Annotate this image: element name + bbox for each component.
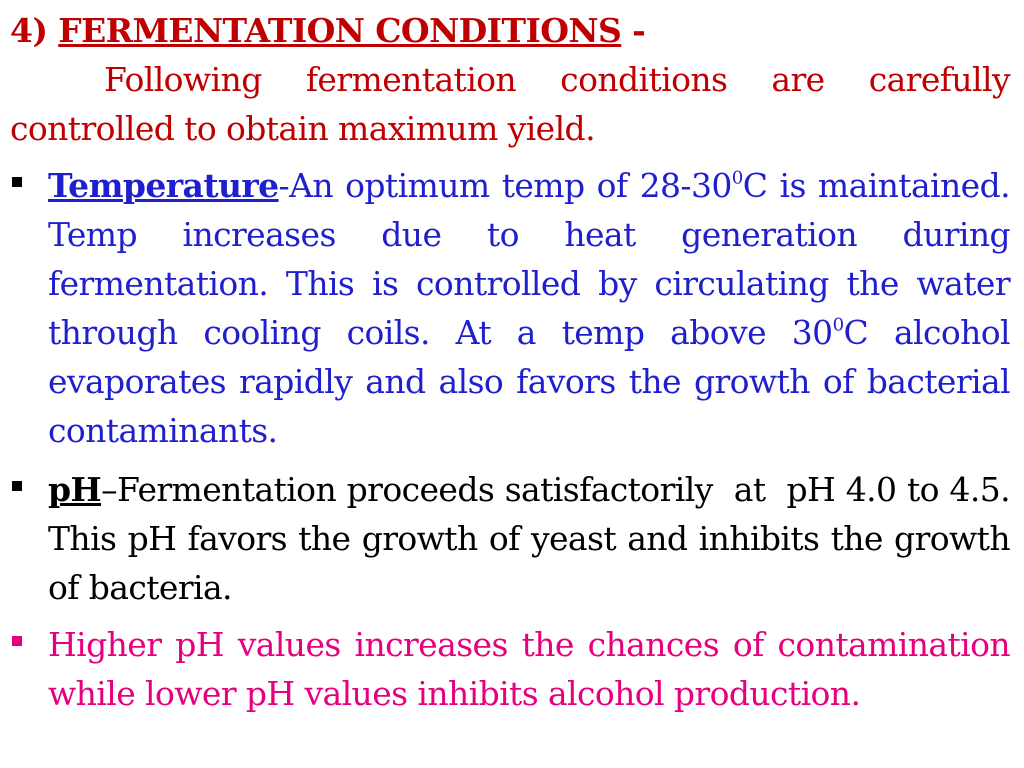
bullet-list: Temperature-An optimum temp of 28-300C i… bbox=[10, 161, 1011, 718]
bullet-higher-ph: Higher pH values increases the chances o… bbox=[10, 620, 1011, 718]
bullet-ph: pH–Fermentation proceeds satisfactorily … bbox=[10, 465, 1011, 612]
square-bullet-icon bbox=[12, 177, 22, 187]
higher-ph-text: Higher pH values increases the chances o… bbox=[48, 625, 1011, 713]
ph-text: –Fermentation proceeds satisfactorily at… bbox=[48, 470, 1020, 607]
square-bullet-icon bbox=[12, 481, 22, 491]
heading-number: 4) bbox=[10, 11, 59, 50]
square-bullet-icon bbox=[12, 636, 22, 646]
temperature-term: Temperature bbox=[48, 166, 279, 205]
degree-superscript: 0 bbox=[832, 314, 845, 336]
intro-paragraph: Following fermentation conditions are ca… bbox=[10, 60, 1011, 148]
heading-suffix: - bbox=[621, 11, 646, 50]
temperature-text-b: C is maintained. Temp increases due to h… bbox=[48, 166, 1011, 352]
heading-title: FERMENTATION CONDITIONS bbox=[58, 11, 622, 50]
bullet-temperature: Temperature-An optimum temp of 28-300C i… bbox=[10, 161, 1011, 455]
temperature-text-a: -An optimum temp of 28-30 bbox=[278, 166, 733, 205]
temperature-text-c: C alcohol evaporates rapidly and also fa… bbox=[48, 313, 1011, 450]
degree-superscript: 0 bbox=[731, 167, 744, 189]
slide-heading: 4) FERMENTATION CONDITIONS - bbox=[10, 6, 1010, 55]
ph-term: pH bbox=[48, 470, 102, 509]
